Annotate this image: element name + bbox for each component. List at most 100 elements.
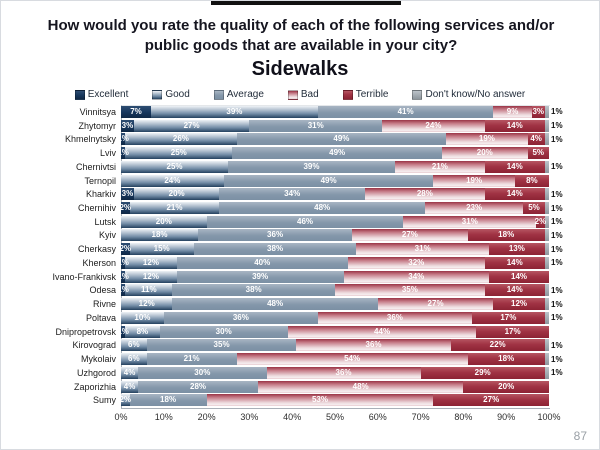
segment-average: 28% — [138, 380, 258, 393]
value-label: 46% — [297, 216, 314, 226]
value-label: 21% — [166, 203, 183, 212]
plot-area: Vinnitsya 7% 39% 41% 9% 3% 1% Zhytomyr 3% 27% 31% 2… — [35, 105, 575, 407]
segment-terrible: 14% — [484, 256, 545, 269]
value-label: 4% — [530, 134, 542, 144]
value-label: 31% — [414, 244, 431, 254]
value-label: 30% — [215, 326, 232, 336]
value-label: 35% — [401, 285, 418, 295]
segment-excellent: 1% — [117, 325, 129, 338]
legend-swatch-excellent-icon — [74, 89, 85, 100]
category-label: Chernivtsi — [75, 161, 116, 172]
value-label: 15% — [153, 244, 170, 254]
x-axis-tick-label: 90% — [497, 412, 516, 422]
x-axis-tick-label: 80% — [454, 412, 473, 422]
value-label: 24% — [164, 175, 181, 185]
legend: Excellent Good Average Bad Terrible Don't kno… — [1, 89, 599, 100]
value-label: 2% — [119, 203, 132, 212]
bar-row: Lviv 1% 25% 49% 20% 5% — [35, 146, 575, 160]
value-label: 35% — [213, 340, 230, 350]
value-label: 17% — [504, 326, 521, 336]
category-label: Odesa — [89, 285, 116, 296]
value-label: 27% — [483, 395, 500, 405]
segment-good: 25% — [121, 160, 228, 173]
dk-value-label: 1% — [551, 244, 563, 254]
category-label: Lutsk — [94, 216, 116, 227]
segment-good: 2% — [119, 394, 131, 407]
value-label: 39% — [303, 161, 320, 171]
segment-bad: 20% — [441, 147, 528, 160]
segment-terrible: 14% — [484, 119, 545, 132]
segment-good: 20% — [121, 215, 207, 228]
segment-excellent: 7% — [121, 105, 151, 118]
value-label: 49% — [333, 134, 350, 144]
bar-row: Kharkiv 3% 20% 34% 28% 14% 1% — [35, 187, 575, 201]
value-label: 21% — [183, 354, 200, 364]
segment-average: 49% — [236, 133, 447, 146]
segment-terrible: 20% — [463, 380, 549, 393]
category-label: Kherson — [82, 257, 116, 268]
legend-swatch-terrible-icon — [342, 89, 353, 100]
bar-row: Khmelnytsky 1% 26% 49% 19% 4% 1% — [35, 132, 575, 146]
value-label: 10% — [134, 312, 151, 322]
segment-terrible: 27% — [433, 394, 549, 407]
dk-value-label: 1% — [551, 258, 563, 268]
segment-dk — [544, 298, 549, 311]
legend-item-bad: Bad — [287, 89, 319, 100]
segment-excellent: 1% — [117, 147, 129, 160]
value-label: 25% — [170, 148, 187, 158]
value-label: 44% — [374, 326, 391, 336]
bar-track: 3% 27% 31% 24% 14% — [121, 119, 549, 132]
segment-good: 4% — [121, 366, 139, 379]
segment-good: 11% — [125, 284, 173, 297]
dk-value-label: 1% — [551, 162, 563, 172]
value-label: 27% — [183, 120, 200, 130]
x-axis-tick-label: 10% — [154, 412, 173, 422]
segment-dk — [544, 243, 549, 256]
segment-dk — [544, 284, 549, 297]
legend-item-good: Good — [152, 89, 190, 100]
value-label: 29% — [474, 367, 491, 377]
value-label: 1% — [117, 257, 129, 267]
value-label: 32% — [408, 257, 425, 267]
segment-dk — [544, 202, 549, 214]
segment-terrible: 13% — [489, 243, 545, 256]
value-label: 40% — [254, 257, 271, 267]
bar-track: 10% 36% 36% 17% — [121, 311, 549, 324]
segment-terrible: 14% — [484, 188, 545, 201]
value-label: 23% — [466, 203, 483, 212]
page-number: 87 — [573, 429, 587, 443]
value-label: 3% — [532, 106, 545, 116]
bar-row: Dnipropetrovsk 1% 8% 30% 44% 17% — [35, 325, 575, 339]
value-label: 19% — [466, 175, 483, 185]
value-label: 39% — [226, 106, 243, 116]
category-label: Poltava — [85, 312, 116, 323]
segment-terrible: 17% — [476, 325, 549, 338]
bar-row: Vinnitsya 7% 39% 41% 9% 3% 1% — [35, 105, 575, 119]
category-label: Kirovograd — [72, 340, 116, 351]
value-label: 20% — [498, 381, 515, 391]
value-label: 7% — [130, 106, 142, 116]
value-label: 18% — [151, 230, 168, 240]
bar-row: Chernihiv 2% 21% 48% 23% 5% 1% — [35, 201, 575, 215]
value-label: 38% — [267, 244, 284, 254]
segment-terrible: 14% — [484, 160, 545, 173]
category-label: Ivano-Frankivsk — [52, 271, 116, 282]
value-label: 41% — [397, 106, 414, 116]
value-label: 1% — [117, 271, 129, 281]
segment-dk — [544, 119, 549, 132]
segment-terrible: 17% — [471, 311, 545, 324]
top-edge-artifact — [211, 1, 401, 5]
value-label: 6% — [128, 340, 140, 350]
x-axis-tick-label: 60% — [368, 412, 387, 422]
bar-row: Cherkasy 2% 15% 38% 31% 13% 1% — [35, 242, 575, 256]
legend-swatch-dk-icon — [412, 89, 423, 100]
value-label: 14% — [506, 120, 523, 130]
legend-item-dk: Don't know/No answer — [412, 89, 525, 100]
segment-terrible: 2% — [535, 215, 546, 228]
segment-dk — [544, 366, 549, 379]
x-axis: 0% 10% 20% 30% 40% 50% 60% 70% 80% 90% 100% — [114, 410, 560, 426]
bar-track: 2% 18% 53% 27% — [119, 394, 549, 407]
value-label: 19% — [478, 134, 495, 144]
segment-bad: 44% — [287, 325, 477, 338]
value-label: 18% — [160, 395, 177, 405]
